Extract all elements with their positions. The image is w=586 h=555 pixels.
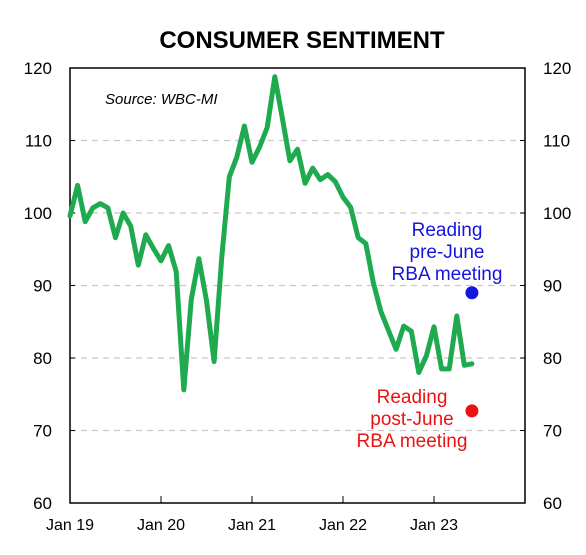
post-june-reading-dot	[465, 404, 479, 418]
annotation-label: Reading	[377, 387, 448, 408]
y-tick-label-right: 70	[543, 422, 562, 441]
series-layer	[67, 74, 475, 393]
y-tick-label-left: 80	[33, 349, 52, 368]
x-tick-label: Jan 19	[46, 517, 94, 534]
y-tick-label-left: 60	[33, 494, 52, 513]
pre-june-reading-dot	[465, 286, 479, 300]
axes: 60 60 70 70 80 80 90 90 100 100 110 110 120 120 Jan 19…	[24, 59, 572, 534]
y-tick-label-left: 110	[25, 132, 52, 151]
y-tick-label-right: 60	[543, 494, 562, 513]
annotation-label: RBA meeting	[392, 264, 503, 285]
sentiment-line	[67, 74, 475, 393]
x-tick-label: Jan 20	[137, 517, 185, 534]
y-tick-label-left: 120	[24, 59, 52, 78]
y-tick-label-left: 70	[33, 422, 52, 441]
y-tick-label-right: 90	[543, 277, 562, 296]
annotation-label: Reading	[412, 220, 483, 241]
x-tick-label: Jan 21	[228, 517, 276, 534]
annotation-label: pre-June	[410, 242, 485, 263]
x-tick-label: Jan 22	[319, 517, 367, 534]
y-tick-label-right: 120	[543, 59, 571, 78]
x-tick-label: Jan 23	[410, 517, 458, 534]
y-tick-label-left: 100	[24, 204, 52, 223]
chart-title: CONSUMER SENTIMENT	[159, 27, 445, 54]
y-tick-label-right: 100	[543, 204, 571, 223]
y-tick-label-right: 80	[543, 349, 562, 368]
y-tick-label-right: 110	[543, 132, 570, 151]
grid-lines	[70, 139, 525, 432]
annotation-label: post-June	[370, 409, 453, 430]
annotation-label: RBA meeting	[357, 431, 468, 452]
y-tick-label-left: 90	[33, 277, 52, 296]
source-note: Source: WBC-MI	[105, 91, 218, 108]
